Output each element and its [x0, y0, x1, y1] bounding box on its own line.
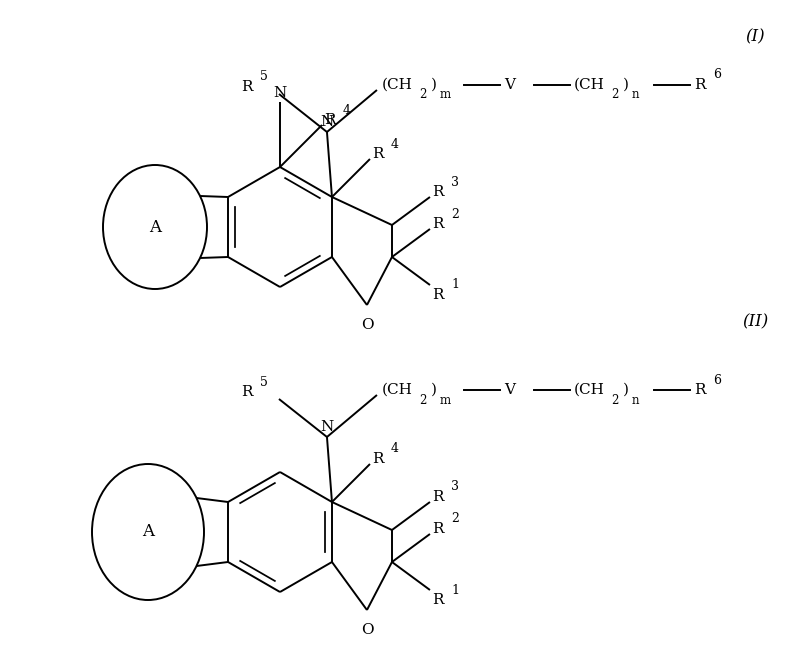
Text: n: n	[632, 89, 639, 102]
Text: ): )	[623, 383, 629, 397]
Text: 2: 2	[419, 393, 427, 406]
Text: 1: 1	[451, 278, 459, 292]
Text: 2: 2	[419, 89, 427, 102]
Text: V: V	[504, 78, 515, 92]
Text: (CH: (CH	[382, 78, 413, 92]
Text: N: N	[273, 86, 287, 100]
Text: R: R	[241, 385, 252, 399]
Text: 2: 2	[451, 512, 458, 525]
Text: 4: 4	[343, 104, 351, 116]
Text: R: R	[432, 490, 443, 504]
Text: (CH: (CH	[574, 78, 605, 92]
Text: R: R	[432, 593, 443, 607]
Text: A: A	[142, 523, 154, 540]
Text: A: A	[149, 219, 161, 236]
Text: m: m	[440, 89, 451, 102]
Text: N: N	[320, 115, 334, 129]
Text: V: V	[504, 383, 515, 397]
Text: R: R	[241, 80, 252, 94]
Text: 6: 6	[713, 69, 721, 82]
Text: 5: 5	[260, 375, 267, 388]
Text: (CH: (CH	[574, 383, 605, 397]
Text: ): )	[623, 78, 629, 92]
Text: 4: 4	[391, 443, 399, 455]
Text: N: N	[320, 420, 334, 434]
Text: ): )	[431, 78, 437, 92]
Text: 5: 5	[260, 71, 267, 83]
Text: R: R	[372, 452, 384, 466]
Text: 4: 4	[391, 138, 399, 151]
Text: R: R	[324, 113, 335, 127]
Text: R: R	[694, 383, 705, 397]
Text: R: R	[432, 522, 443, 536]
Text: 6: 6	[713, 373, 721, 386]
Text: (CH: (CH	[382, 383, 413, 397]
Text: R: R	[694, 78, 705, 92]
Text: 3: 3	[451, 481, 459, 494]
Text: 2: 2	[611, 89, 618, 102]
Text: O: O	[361, 623, 373, 637]
Text: n: n	[632, 393, 639, 406]
Text: R: R	[372, 147, 384, 161]
Text: ): )	[431, 383, 437, 397]
Text: 2: 2	[611, 393, 618, 406]
Text: 3: 3	[451, 175, 459, 188]
Text: R: R	[432, 185, 443, 199]
Text: O: O	[361, 318, 373, 332]
Text: 2: 2	[451, 208, 458, 221]
Text: (I): (I)	[745, 28, 765, 45]
Text: R: R	[432, 217, 443, 231]
Text: R: R	[432, 288, 443, 302]
Text: 1: 1	[451, 584, 459, 597]
Text: (II): (II)	[742, 314, 768, 331]
Text: m: m	[440, 393, 451, 406]
